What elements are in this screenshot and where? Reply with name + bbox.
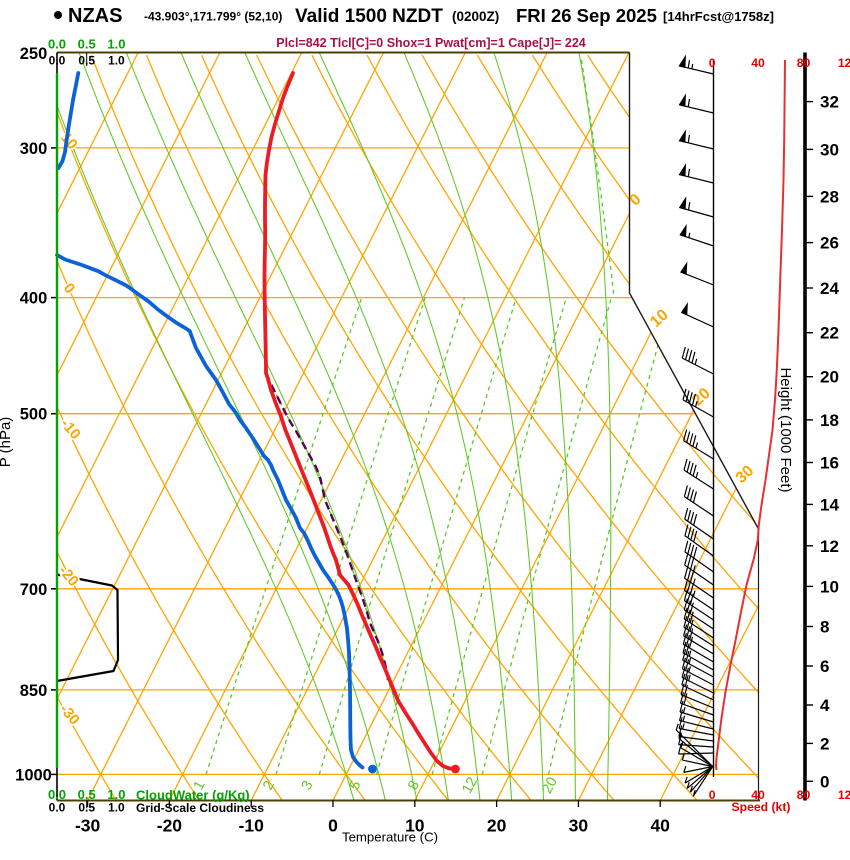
svg-text:2: 2 <box>820 734 829 753</box>
svg-text:300: 300 <box>20 140 48 158</box>
svg-text:12: 12 <box>459 775 481 797</box>
svg-text:10: 10 <box>405 816 425 836</box>
svg-text:30: 30 <box>820 140 839 159</box>
svg-text:20: 20 <box>487 816 507 836</box>
svg-text:-30: -30 <box>75 816 101 836</box>
svg-text:Speed (kt): Speed (kt) <box>732 800 791 814</box>
svg-text:700: 700 <box>20 581 48 599</box>
svg-text:40: 40 <box>751 788 765 802</box>
svg-text:20: 20 <box>820 368 839 387</box>
svg-text:120: 120 <box>838 788 850 802</box>
svg-text:250: 250 <box>20 45 48 63</box>
svg-text:(0200Z): (0200Z) <box>452 9 499 24</box>
svg-text:850: 850 <box>20 682 48 700</box>
svg-text:8: 8 <box>820 618 829 637</box>
svg-text:Valid 1500 NZDT: Valid 1500 NZDT <box>295 6 443 27</box>
svg-text:0.5: 0.5 <box>78 801 95 815</box>
svg-text:Plcl=842 Tlcl[C]=0 Shox=1 Pwat: Plcl=842 Tlcl[C]=0 Shox=1 Pwat[cm]=1 Cap… <box>276 36 586 50</box>
svg-text:10: 10 <box>820 577 839 596</box>
svg-text:Height (1000 Feet): Height (1000 Feet) <box>777 367 794 492</box>
svg-text:0.5: 0.5 <box>78 787 96 802</box>
svg-text:26: 26 <box>820 234 839 253</box>
svg-text:-20: -20 <box>157 816 183 836</box>
svg-text:500: 500 <box>20 406 48 424</box>
svg-text:P (hPa): P (hPa) <box>0 417 14 468</box>
svg-text:16: 16 <box>820 454 839 473</box>
svg-text:400: 400 <box>20 290 48 308</box>
svg-text:1.0: 1.0 <box>107 37 125 52</box>
svg-text:4: 4 <box>820 696 830 715</box>
svg-text:Temperature (C): Temperature (C) <box>342 830 438 845</box>
svg-text:0.0: 0.0 <box>49 801 66 815</box>
svg-text:0: 0 <box>328 816 338 836</box>
svg-text:80: 80 <box>797 56 811 70</box>
svg-text:-43.903°,171.799° (52,10): -43.903°,171.799° (52,10) <box>144 10 282 24</box>
svg-text:32: 32 <box>820 93 839 112</box>
svg-text:22: 22 <box>820 324 839 343</box>
svg-text:30: 30 <box>569 816 589 836</box>
svg-text:20: 20 <box>539 775 561 797</box>
svg-text:-10: -10 <box>239 816 265 836</box>
svg-text:0.5: 0.5 <box>78 54 95 68</box>
svg-text:CloudWater (g/Kg): CloudWater (g/Kg) <box>136 787 250 802</box>
svg-text:0.0: 0.0 <box>48 787 66 802</box>
svg-text:120: 120 <box>838 56 850 70</box>
svg-text:[14hrFcst@1758z]: [14hrFcst@1758z] <box>663 9 774 24</box>
svg-text:Grid-Scale Cloudiness: Grid-Scale Cloudiness <box>136 801 264 815</box>
svg-text:0.0: 0.0 <box>48 37 66 52</box>
svg-text:40: 40 <box>751 56 765 70</box>
svg-text:1.0: 1.0 <box>108 801 125 815</box>
svg-text:0.0: 0.0 <box>49 54 66 68</box>
svg-text:NZAS: NZAS <box>68 5 122 27</box>
svg-text:80: 80 <box>797 788 811 802</box>
svg-text:0: 0 <box>709 788 716 802</box>
svg-text:0: 0 <box>709 56 716 70</box>
svg-text:1.0: 1.0 <box>107 787 125 802</box>
svg-text:12: 12 <box>820 537 839 556</box>
svg-text:0.5: 0.5 <box>78 37 96 52</box>
svg-text:24: 24 <box>820 279 839 298</box>
svg-text:1.0: 1.0 <box>108 54 125 68</box>
svg-text:40: 40 <box>650 816 670 836</box>
svg-text:18: 18 <box>820 411 839 430</box>
svg-text:14: 14 <box>820 495 839 514</box>
svg-text:1000: 1000 <box>15 766 52 784</box>
svg-text:28: 28 <box>820 187 839 206</box>
svg-text:FRI 26 Sep 2025: FRI 26 Sep 2025 <box>516 5 657 26</box>
svg-text:0: 0 <box>820 772 829 791</box>
svg-text:6: 6 <box>820 657 829 676</box>
